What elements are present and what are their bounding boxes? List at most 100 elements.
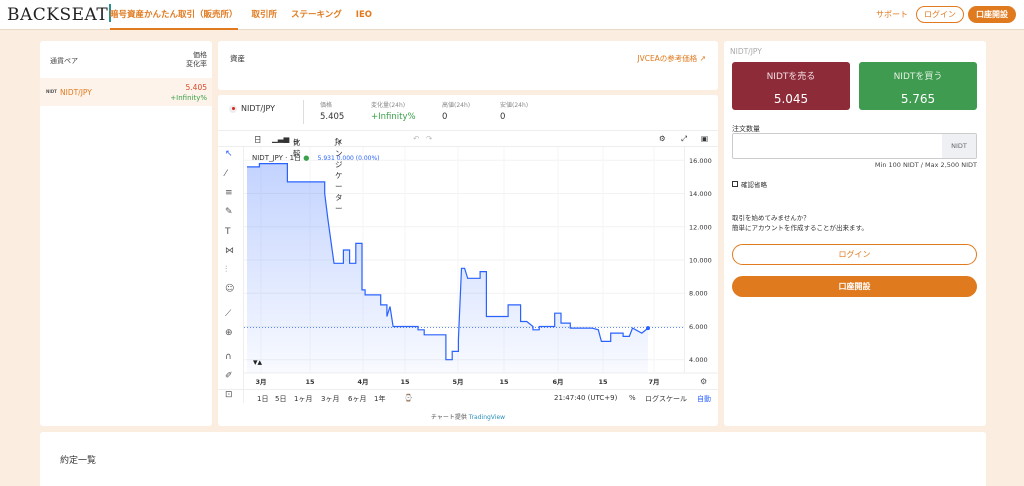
chart-symbol: NIDT_JPY [252, 154, 283, 162]
chart-style-icon[interactable]: ▁▃▅ [272, 134, 290, 143]
y-tick-label: 14.000 [689, 190, 712, 198]
quantity-label: 注文数量 [732, 125, 760, 133]
stat-high-value: 0 [442, 112, 448, 122]
range-3m[interactable]: 3ヶ月 [321, 395, 340, 403]
lock-icon[interactable]: ⊡ [225, 390, 233, 400]
goto-date-icon[interactable]: ⌚ [404, 394, 413, 402]
jvcea-link-text: JVCEAの参考価格 [637, 54, 698, 63]
y-tick-label: 10.000 [689, 257, 712, 265]
col-change: 変化率 [186, 60, 207, 68]
tradingview-link[interactable]: TradingView [468, 414, 506, 421]
sell-price: 5.045 [773, 92, 809, 106]
chart-interval: 1日 [289, 154, 302, 162]
range-1y[interactable]: 1年 [374, 395, 386, 403]
chart-area[interactable]: NIDT_JPY · 1日 ● 5.931 0.000 (0.00%) 16.0… [244, 147, 718, 403]
chart-credit: チャート提供 TradingView [218, 412, 718, 421]
pair-row[interactable]: NIDT NIDT/JPY 5.405 +Infinity% [40, 78, 212, 106]
redo-icon[interactable]: ↷ [426, 134, 433, 143]
range-6m[interactable]: 6ヶ月 [348, 395, 367, 403]
nav-staking[interactable]: ステーキング [291, 10, 342, 20]
ticker-pair: NIDT/JPY [229, 104, 275, 113]
zoom-in-icon[interactable]: ⊕ [225, 328, 233, 338]
x-tick-label: 15 [598, 378, 608, 386]
buy-button[interactable]: NIDTを買う 5.765 [859, 62, 977, 110]
chart-time: 21:47:40 (UTC+9) [554, 394, 618, 402]
header-login-button[interactable]: ログイン [916, 6, 964, 23]
header-open-account-button[interactable]: 口座開設 [968, 6, 1016, 23]
log-scale-toggle[interactable]: ログスケール [645, 395, 687, 403]
nav-exchange[interactable]: 取引所 [251, 10, 278, 20]
buy-label: NIDTを買う [893, 72, 943, 82]
last-price-dot [646, 326, 650, 331]
jvcea-link[interactable]: JVCEAの参考価格 ↗ [637, 53, 706, 64]
stat-change: 変化量(24h) +Infinity% [371, 100, 416, 122]
sell-button[interactable]: NIDTを売る 5.045 [732, 62, 850, 110]
stat-change-label: 変化量(24h) [371, 102, 406, 109]
buy-price: 5.765 [900, 92, 936, 106]
axis-settings-icon: ⚙ [700, 377, 707, 386]
external-link-icon: ↗ [699, 54, 706, 63]
credit-text: チャート提供 [430, 414, 467, 421]
trade-panel: NIDT/JPY NIDTを売る 5.045 NIDTを買う 5.765 注文数… [724, 41, 986, 426]
pair-change: +Infinity% [170, 94, 207, 102]
price-axis-border [684, 147, 685, 373]
trade-open-account-button[interactable]: 口座開設 [732, 276, 977, 297]
confirm-skip-checkbox[interactable]: 確認省略 [732, 179, 767, 189]
y-tick-label: 6.000 [689, 323, 708, 331]
stat-low-label: 安値(24h) [500, 102, 529, 109]
camera-icon[interactable]: ▣ [701, 134, 709, 143]
range-1m[interactable]: 1ヶ月 [294, 395, 313, 403]
assets-title: 資産 [230, 54, 245, 63]
trend-line-icon[interactable]: ⁄ [225, 169, 227, 179]
x-tick-label: 15 [305, 378, 315, 386]
stat-low-value: 0 [500, 112, 506, 122]
cursor-icon[interactable]: ↖ [225, 149, 233, 159]
col-price-change: 価格 変化率 [186, 51, 207, 69]
x-tick-label: 5月 [452, 378, 463, 386]
chart-bottombar: 1日 5日 1ヶ月 3ヶ月 6ヶ月 1年 ⌚ 21:47:40 (UTC+9) … [218, 389, 718, 405]
x-tick-label: 15 [400, 378, 410, 386]
stay-drawing-icon[interactable]: ✐ [225, 371, 233, 381]
text-icon[interactable]: T [225, 227, 231, 237]
pattern-icon[interactable]: ⋈ [225, 246, 234, 256]
x-tick-label: 4月 [357, 378, 368, 386]
undo-icon[interactable]: ↶ [413, 134, 420, 143]
checkbox-icon [732, 181, 738, 187]
interval-button[interactable]: 日 [254, 135, 262, 144]
auto-scale-toggle[interactable]: 自動 [697, 395, 711, 403]
range-1d[interactable]: 1日 [257, 395, 269, 403]
confirm-skip-label: 確認省略 [741, 181, 767, 189]
emoji-icon[interactable]: ☺ [225, 284, 235, 294]
stat-price-value: 5.405 [320, 112, 345, 122]
pair-price: 5.405 [185, 83, 207, 92]
prediction-icon[interactable]: ⫶ [225, 265, 228, 275]
fullscreen-icon[interactable]: ⤢ [681, 134, 687, 143]
ruler-icon[interactable]: ⟋ [225, 309, 232, 319]
nav-ieo[interactable]: IEO [355, 10, 372, 20]
y-tick-label: 4.000 [689, 356, 708, 364]
x-tick-label: 3月 [255, 378, 266, 386]
x-tick-label: 15 [499, 378, 509, 386]
nav-easy-trade[interactable]: 暗号資産かんたん取引（販売所） [110, 0, 238, 30]
y-tick-label: 8.000 [689, 290, 708, 298]
fib-icon[interactable]: ≡ [225, 188, 233, 198]
logo[interactable]: BACKSEAT [7, 4, 112, 25]
trade-login-button[interactable]: ログイン [732, 244, 977, 265]
stat-price-label: 価格 [320, 102, 333, 109]
range-5d[interactable]: 5日 [275, 395, 287, 403]
stat-low: 安値(24h) 0 [500, 100, 528, 122]
settings-icon[interactable]: ⚙ [659, 134, 666, 143]
stat-change-value: +Infinity% [371, 112, 416, 122]
sell-label: NIDTを売る [766, 72, 816, 82]
orders-panel: 約定一覧 [40, 432, 986, 486]
magnet-icon[interactable]: ∩ [225, 352, 232, 362]
price-chart[interactable]: 16.000 14.000 12.000 10.000 8.000 6.000 4.000 3… [244, 147, 718, 389]
tradingview-logo-icon: ▾▴ [253, 358, 263, 368]
main-nav: 暗号資産かんたん取引（販売所） 取引所 ステーキング IEO [110, 0, 386, 30]
trade-pair: NIDT/JPY [730, 47, 762, 56]
brush-icon[interactable]: ✎ [225, 207, 233, 217]
support-link[interactable]: サポート [876, 10, 908, 19]
col-pair: 通貨ペア [50, 57, 78, 65]
percent-toggle[interactable]: % [629, 394, 636, 402]
quantity-input[interactable]: NIDT [732, 133, 977, 159]
